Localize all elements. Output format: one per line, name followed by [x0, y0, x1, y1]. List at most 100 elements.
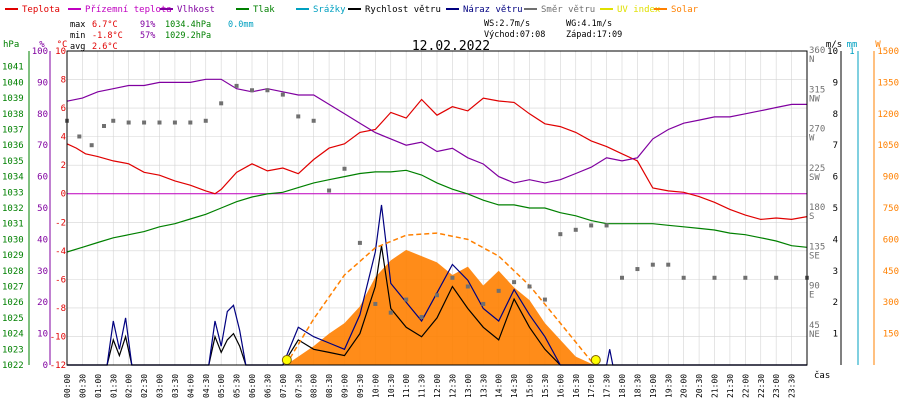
stat-ws: WS:2.7m/s — [484, 19, 530, 29]
legend-label: Vlhkost — [177, 5, 215, 15]
tick-label-w: 1350 — [877, 78, 899, 88]
tick-label-hpa: 1028 — [2, 267, 24, 277]
wind-direction-point — [77, 134, 82, 139]
tick-label-hpa: 1039 — [2, 94, 24, 104]
x-tick-label: 07:30 — [294, 374, 303, 398]
x-tick-label: 22:30 — [757, 374, 766, 398]
tick-label-dir-compass: SW — [809, 173, 820, 183]
axis-title-hpa: hPa — [3, 40, 19, 50]
legend-label: Solar — [671, 5, 699, 15]
x-tick-label: 21:30 — [726, 374, 735, 398]
stat-sunset: Západ:17:09 — [566, 30, 622, 40]
wind-direction-point — [342, 166, 347, 171]
x-tick-label: 19:00 — [649, 374, 658, 398]
stat-sunrise: Východ:07:08 — [484, 30, 545, 40]
wind-direction-point — [157, 120, 162, 125]
stat-max-hum: 91% — [140, 20, 155, 30]
wind-direction-point — [450, 275, 455, 280]
tick-label-temp: 4 — [61, 133, 66, 143]
tick-label-w: 150 — [883, 330, 899, 340]
axis-title-mm: mm — [847, 40, 858, 50]
wind-direction-point — [650, 262, 655, 267]
wind-direction-point — [296, 114, 301, 119]
series-line — [285, 232, 595, 366]
tick-label-temp: 6 — [61, 104, 66, 114]
wind-direction-point — [512, 280, 517, 285]
tick-label-dir: 270 — [809, 125, 825, 135]
x-tick-label: 06:00 — [248, 374, 257, 398]
x-tick-label: 05:00 — [217, 374, 226, 398]
x-tick-label: 16:00 — [556, 374, 565, 398]
wind-direction-point — [435, 293, 439, 298]
tick-label-w: 450 — [883, 267, 899, 277]
x-tick-label: 00:00 — [63, 374, 72, 398]
tick-label-mm: 1 — [849, 47, 854, 57]
x-tick-label: 04:30 — [202, 374, 211, 398]
x-tick-label: 17:00 — [587, 374, 596, 398]
tick-label-temp: 10 — [55, 47, 66, 57]
wind-direction-point — [172, 120, 177, 125]
wind-direction-point — [542, 297, 547, 302]
legend-label: Tlak — [253, 5, 275, 15]
x-tick-label: 18:00 — [618, 374, 627, 398]
tick-label-dir: 135 — [809, 242, 825, 252]
tick-label-ms: 8 — [833, 110, 838, 120]
wind-direction-point — [712, 275, 717, 280]
tick-label-hpa: 1041 — [2, 63, 24, 73]
tick-label-hpa: 1023 — [2, 345, 24, 355]
x-tick-label: 06:30 — [263, 374, 272, 398]
x-tick-label: 11:30 — [418, 374, 427, 398]
stat-rain: 0.0mm — [228, 20, 254, 30]
series-line — [66, 78, 807, 184]
x-tick-label: 10:30 — [387, 374, 396, 398]
tick-label-dir: 315 — [809, 85, 825, 95]
tick-label-hpa: 1024 — [2, 330, 24, 340]
stat-avg-temp: 2.6°C — [92, 42, 118, 52]
legend-label: Náraz větru — [463, 5, 523, 15]
tick-label-pct: 50 — [37, 204, 48, 214]
wind-direction-point — [404, 297, 409, 302]
tick-label-dir-compass: S — [809, 212, 814, 222]
tick-label-w: 1200 — [877, 110, 899, 120]
wind-direction-point — [311, 118, 316, 123]
tick-label-hpa: 1029 — [2, 251, 24, 261]
tick-label-hpa: 1032 — [2, 204, 24, 214]
wind-direction-point — [357, 240, 362, 245]
tick-label-pct: 10 — [37, 330, 48, 340]
wind-direction-point — [280, 92, 285, 97]
tick-label-hpa: 1034 — [2, 173, 24, 183]
x-tick-label: 15:30 — [541, 374, 550, 398]
wind-direction-point — [102, 124, 106, 129]
x-tick-label: 13:00 — [464, 374, 473, 398]
x-tick-label: 14:30 — [510, 374, 519, 398]
legend-label: Teplota — [22, 5, 60, 15]
x-tick-label: 23:00 — [772, 374, 781, 398]
tick-label-dir: 360 — [809, 46, 825, 56]
tick-label-dir-compass: E — [809, 291, 814, 301]
x-axis: 00:00 00:30 01:00 01:30 02:00 02:30 03:00 03:30… — [63, 374, 797, 398]
tick-label-ms: 7 — [833, 141, 838, 151]
tick-label-w: 600 — [883, 235, 899, 245]
tick-label-hpa: 1040 — [2, 78, 24, 88]
wind-direction-point — [604, 223, 609, 228]
x-tick-label: 22:00 — [741, 374, 750, 398]
tick-label-hpa: 1022 — [2, 361, 24, 371]
axis-title-temp: °C — [57, 40, 68, 50]
tick-label-hpa: 1038 — [2, 110, 24, 120]
wind-direction-point — [327, 188, 332, 193]
wind-direction-point — [527, 284, 532, 289]
series-area-solar — [285, 249, 595, 365]
x-axis-label: čas — [814, 370, 830, 381]
wind-direction-point — [111, 118, 116, 123]
tick-label-hpa: 1030 — [2, 235, 24, 245]
wind-direction-point — [465, 284, 470, 289]
sunset-marker — [590, 355, 601, 365]
y-axes: hPa% °C m/s mm W1022102310241025102610271028… — [2, 40, 899, 371]
x-tick-label: 12:30 — [448, 374, 457, 398]
tick-label-dir: 45 — [809, 321, 820, 331]
tick-label-pct: 0 — [43, 361, 48, 371]
tick-label-pct: 80 — [37, 110, 48, 120]
wind-direction-point — [481, 301, 486, 306]
legend-label: Přízemní teplota — [85, 5, 172, 15]
tick-label-pct: 30 — [37, 267, 48, 277]
